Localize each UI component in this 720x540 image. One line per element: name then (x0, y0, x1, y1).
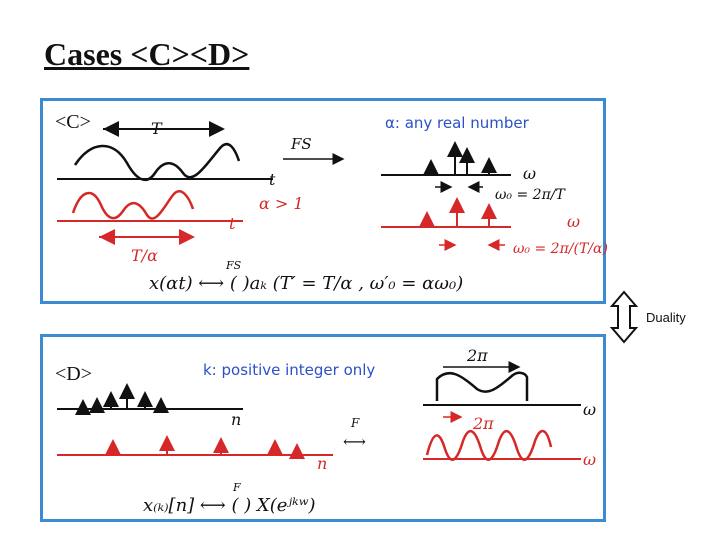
compressed-spectrum (425, 429, 553, 461)
period-label: T (151, 119, 163, 138)
two-pi-top-label: 2π (466, 346, 488, 365)
duality-arrow-icon (609, 290, 639, 344)
case-c-label: <C> (55, 111, 91, 133)
f-label: F (350, 416, 360, 430)
case-d-diagram: k: positive integer only n n F ⟷ 2π ω 2π… (57, 346, 596, 516)
omega-axis-label: ω (583, 400, 596, 419)
omega0b-label: ω₀ = 2π/(T/α) (513, 241, 608, 257)
page-title: Cases <C><D> (44, 36, 250, 72)
omega2-axis-label: ω (583, 450, 596, 469)
case-c-panel: <C> T t FS t α > 1 T/α α: any re (40, 98, 608, 304)
duality-label: Duality (646, 310, 686, 325)
k-positive-integer-note: k: positive integer only (203, 361, 375, 379)
case-c-diagram: T t FS t α > 1 T/α α: any real number ω … (57, 114, 608, 294)
t2-axis-label: t (229, 214, 236, 233)
upsampling-formula: x₍ₖ₎[n] ⟷ ( ) X(eʲᵏʷ) (143, 495, 315, 516)
n2-axis-label: n (317, 454, 327, 473)
case-d-panel: <D> k: positive integer only n n F ⟷ (40, 334, 606, 522)
alpha-gt-one-label: α > 1 (259, 194, 304, 213)
alpha-any-real-note: α: any real number (385, 114, 530, 132)
case-d-label: <D> (55, 363, 93, 385)
n-axis-label: n (231, 410, 241, 429)
t-axis-label: t (269, 170, 276, 189)
signal-x-t (73, 142, 241, 182)
two-pi-bottom-label: 2π (472, 414, 494, 433)
t-alpha-label: T/α (131, 246, 158, 265)
omega-label: ω (523, 164, 536, 183)
fs-label: FS (290, 135, 312, 153)
omega2-label: ω (567, 212, 580, 231)
formula-fs-label: FS (225, 259, 242, 272)
omega0-label: ω₀ = 2π/T (495, 187, 566, 203)
f-arrow: ⟷ (343, 432, 366, 451)
signal-x-alpha-t (71, 190, 195, 220)
formula-f-label: F (232, 481, 241, 494)
scaling-formula: x(αt) ⟷ ( )aₖ (T′ = T/α , ω′₀ = αω₀) (149, 273, 463, 294)
dtft-spectrum (435, 371, 529, 401)
